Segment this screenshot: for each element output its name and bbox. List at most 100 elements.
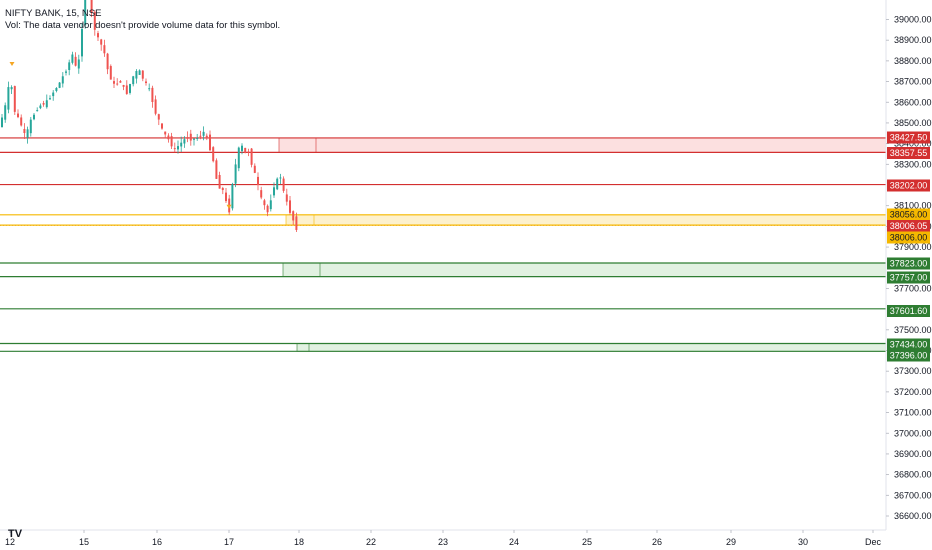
price-tick-label: 37100.00: [894, 408, 932, 418]
level-label-bg: [887, 305, 930, 317]
candle-down: [205, 135, 208, 138]
candle-up: [279, 177, 282, 179]
signal-marker-icon: [226, 204, 232, 209]
candle-down: [164, 131, 167, 135]
level-label: 38056.00: [890, 210, 928, 220]
candle-up: [177, 146, 179, 150]
time-tick-label: 17: [224, 537, 234, 547]
candle-up: [84, 0, 87, 26]
candle-down: [157, 114, 160, 120]
candle-up: [61, 76, 64, 84]
candle-up: [10, 87, 13, 90]
price-tick-label: 36700.00: [894, 490, 932, 500]
candle-down: [266, 205, 269, 213]
level-label: 38357.55: [890, 148, 928, 158]
time-tick-label: 29: [726, 537, 736, 547]
candle-up: [193, 138, 195, 140]
level-label-bg: [887, 179, 930, 192]
candle-down: [244, 147, 247, 153]
level-label: 38427.50: [890, 133, 928, 143]
time-tick-label: 22: [366, 537, 376, 547]
level-label: 37757.00: [890, 273, 928, 283]
candle-up: [33, 114, 35, 120]
candle-down: [295, 216, 298, 230]
candle-up: [49, 98, 51, 100]
price-tick-label: 37000.00: [894, 428, 932, 438]
price-tick-label: 38700.00: [894, 77, 932, 87]
candle-up: [180, 142, 183, 147]
candle-down: [209, 134, 211, 151]
candle-up: [39, 105, 42, 109]
candle-down: [212, 147, 215, 162]
level-label: 37601.60: [890, 306, 928, 316]
tradingview-logo: TV: [8, 528, 23, 540]
price-tick-label: 39000.00: [894, 15, 932, 25]
level-label: 37396.00: [890, 351, 928, 361]
candle-up: [45, 100, 48, 108]
level-label-bg: [887, 231, 930, 244]
price-tick-label: 38600.00: [894, 97, 932, 107]
time-axis[interactable]: 12 15 16 17 18 22 23 24 25 26 29 30 Dec: [5, 530, 882, 547]
candle-down: [122, 85, 125, 87]
candle-down: [173, 148, 176, 150]
candle-down: [218, 174, 221, 189]
candle-up: [81, 28, 83, 57]
level-label-bg: [887, 257, 930, 270]
level-label-bg: [887, 271, 930, 284]
price-tick-label: 37700.00: [894, 283, 932, 293]
price-tick-label: 36600.00: [894, 511, 932, 521]
candle-up: [148, 88, 151, 90]
time-tick-label: 23: [438, 537, 448, 547]
candle-up: [132, 76, 135, 85]
candle-down: [260, 190, 263, 198]
level-label-bg: [887, 349, 930, 362]
zone-demand: [285, 214, 887, 226]
symbol-title[interactable]: NIFTY BANK, 15, NSE: [5, 8, 102, 19]
candle-down: [253, 165, 256, 173]
candle-down: [154, 99, 157, 114]
candle-up: [68, 62, 71, 71]
zone-support: [282, 262, 887, 277]
candle-down: [257, 176, 259, 186]
candle-down: [141, 70, 144, 79]
candle-down: [119, 81, 122, 83]
level-label-bg: [887, 147, 930, 159]
candle-down: [20, 117, 23, 126]
level-label-bg: [887, 338, 930, 351]
candle-up: [52, 92, 55, 97]
level-label-bg: [887, 131, 930, 144]
candle-up: [237, 147, 240, 169]
level-labels-layer: 38427.50 38357.55 38202.00 38056.0038006.05…: [887, 131, 930, 362]
candle-down: [13, 86, 16, 112]
zone-support: [296, 343, 887, 352]
candle-down: [116, 83, 119, 85]
price-tick-label: 38400.00: [894, 139, 932, 149]
candle-down: [263, 200, 266, 206]
candle-up: [36, 110, 39, 112]
level-label: 38006.05: [890, 221, 928, 231]
candle-down: [100, 39, 103, 45]
price-tick-label: 37500.00: [894, 325, 932, 335]
candle-down: [109, 66, 112, 80]
price-tick-label: 38900.00: [894, 35, 932, 45]
candle-down: [93, 11, 96, 30]
time-tick-label: 30: [798, 537, 808, 547]
price-tick-label: 38100.00: [894, 201, 932, 211]
candle-up: [29, 119, 32, 134]
candle-up: [183, 139, 186, 144]
price-tick-label: 37300.00: [894, 366, 932, 376]
candles-layer: [1, 0, 298, 233]
candle-down: [23, 128, 26, 134]
candle-down: [186, 137, 189, 139]
candle-up: [269, 200, 272, 210]
time-tick-label: 18: [294, 537, 304, 547]
candle-down: [189, 133, 192, 141]
signals-layer: [9, 62, 232, 209]
candle-down: [113, 81, 115, 84]
candle-up: [202, 131, 205, 136]
candle-down: [74, 56, 77, 66]
candle-up: [77, 59, 80, 69]
volume-note: Vol: The data vendor doesn't provide vol…: [5, 20, 281, 31]
time-tick-label: 15: [79, 537, 89, 547]
